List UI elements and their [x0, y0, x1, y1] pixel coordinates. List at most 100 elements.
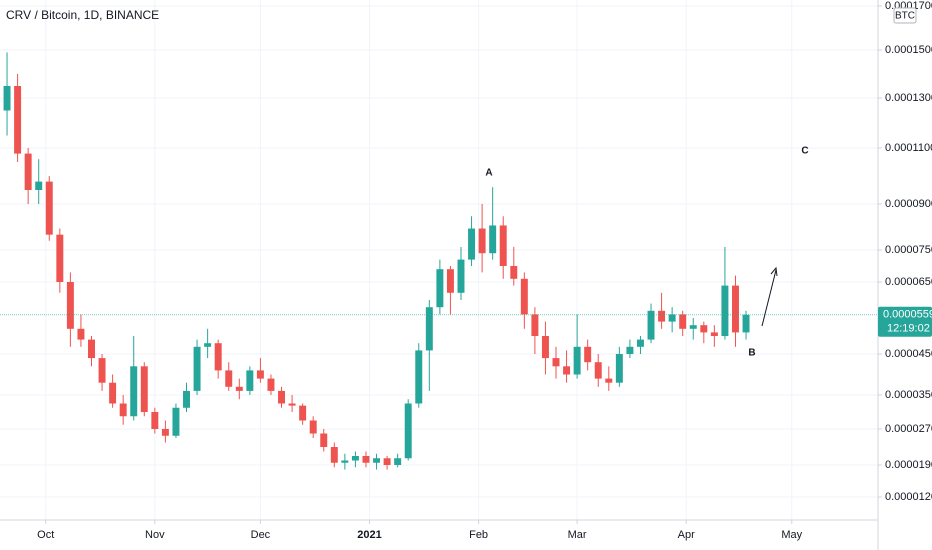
- candle: [362, 451, 370, 468]
- candle-body: [731, 285, 739, 333]
- candle-body: [77, 328, 85, 340]
- candle-body: [330, 447, 338, 463]
- candle-body: [615, 354, 623, 383]
- candle: [204, 328, 212, 359]
- y-tick-label: 0.0000190: [885, 459, 932, 471]
- y-tick-label: 0.0000750: [885, 244, 932, 256]
- candle: [214, 339, 222, 379]
- candle: [267, 374, 275, 395]
- candle: [605, 366, 613, 391]
- currency-label: BTC: [895, 11, 915, 22]
- x-tick-label: 2021: [357, 529, 381, 541]
- candle: [520, 272, 528, 329]
- arrow: [761, 269, 777, 327]
- candle-body: [351, 456, 359, 461]
- x-tick-label: Mar: [568, 529, 587, 541]
- candle-body: [510, 266, 518, 279]
- x-tick-label: May: [781, 529, 802, 541]
- candle: [689, 318, 697, 340]
- candle-body: [489, 225, 497, 254]
- candle: [14, 74, 22, 162]
- countdown: 12:19:02: [887, 323, 930, 335]
- candle: [415, 343, 423, 408]
- candles: A B C: [0, 52, 878, 470]
- candle: [647, 303, 655, 344]
- candle-body: [710, 332, 718, 336]
- candle-body: [383, 458, 391, 465]
- candle: [383, 456, 391, 470]
- candle-body: [235, 386, 243, 391]
- candle-body: [267, 378, 275, 391]
- candle-body: [362, 456, 370, 463]
- candle: [288, 395, 296, 412]
- candle-body: [24, 153, 32, 190]
- candle-body: [415, 350, 423, 404]
- x-tick-label: Dec: [251, 529, 271, 541]
- candle-body: [299, 405, 307, 421]
- candle-body: [373, 458, 381, 463]
- y-tick-label: 0.0001500: [885, 44, 932, 56]
- candle-body: [288, 403, 296, 406]
- annotation: B: [748, 348, 755, 359]
- candle: [256, 358, 264, 383]
- candle: [404, 399, 412, 461]
- chart-title: CRV / Bitcoin, 1D, BINANCE: [6, 8, 159, 22]
- candle-body: [278, 390, 286, 404]
- candle: [140, 362, 148, 417]
- candle-body: [457, 259, 465, 293]
- candle-body: [520, 278, 528, 315]
- candle-body: [700, 325, 708, 333]
- candle-body: [436, 269, 444, 308]
- arrow-head: [770, 266, 778, 277]
- price-tag-label: 0.0000559: [883, 309, 932, 321]
- candle-body: [3, 86, 11, 111]
- y-tick-label: 0.0000120: [885, 491, 932, 503]
- candle-body: [658, 310, 666, 322]
- y-tick-label: 0.0001700: [885, 0, 932, 12]
- candle: [468, 216, 476, 266]
- candle: [119, 395, 127, 425]
- candle: [151, 407, 159, 434]
- candle-body: [14, 86, 22, 154]
- candle-body: [66, 282, 74, 329]
- candle: [330, 442, 338, 468]
- candle: [109, 374, 117, 408]
- candle-body: [183, 390, 190, 408]
- candle-body: [225, 370, 233, 387]
- candle-body: [594, 362, 602, 379]
- candle-body: [140, 366, 148, 412]
- candle-body: [320, 433, 328, 447]
- candle: [88, 336, 95, 367]
- candle: [721, 246, 729, 340]
- candle: [278, 386, 286, 408]
- candle-body: [541, 336, 549, 359]
- candle-body: [647, 310, 655, 340]
- candle: [510, 246, 518, 286]
- candle: [66, 272, 74, 347]
- candle: [594, 354, 602, 387]
- x-tick-label: Apr: [678, 529, 695, 541]
- candle-body: [468, 228, 476, 260]
- candle: [541, 321, 549, 375]
- candle-body: [404, 403, 412, 459]
- candle-body: [161, 429, 169, 436]
- axis: 0.0001700 0.0001500 0.0001300 0.0001100 0.00…: [37, 0, 932, 541]
- candle-body: [446, 269, 454, 293]
- candle-body: [246, 370, 254, 391]
- y-tick-label: 0.0000270: [885, 423, 932, 435]
- currency-badge: [893, 7, 917, 24]
- candle: [436, 259, 444, 315]
- candle-body: [721, 285, 729, 336]
- candle: [3, 52, 11, 136]
- candle-body: [256, 370, 264, 379]
- candle: [225, 362, 233, 391]
- y-tick-label: 0.0000450: [885, 348, 932, 360]
- candle-body: [689, 325, 697, 329]
- candle: [98, 354, 106, 391]
- candle-body: [172, 407, 180, 436]
- candle: [309, 416, 317, 438]
- x-tick-label: Nov: [145, 529, 165, 541]
- y-tick-label: 0.0000900: [885, 198, 932, 210]
- y-tick-label: 0.0001100: [885, 142, 932, 154]
- candle: [161, 420, 169, 443]
